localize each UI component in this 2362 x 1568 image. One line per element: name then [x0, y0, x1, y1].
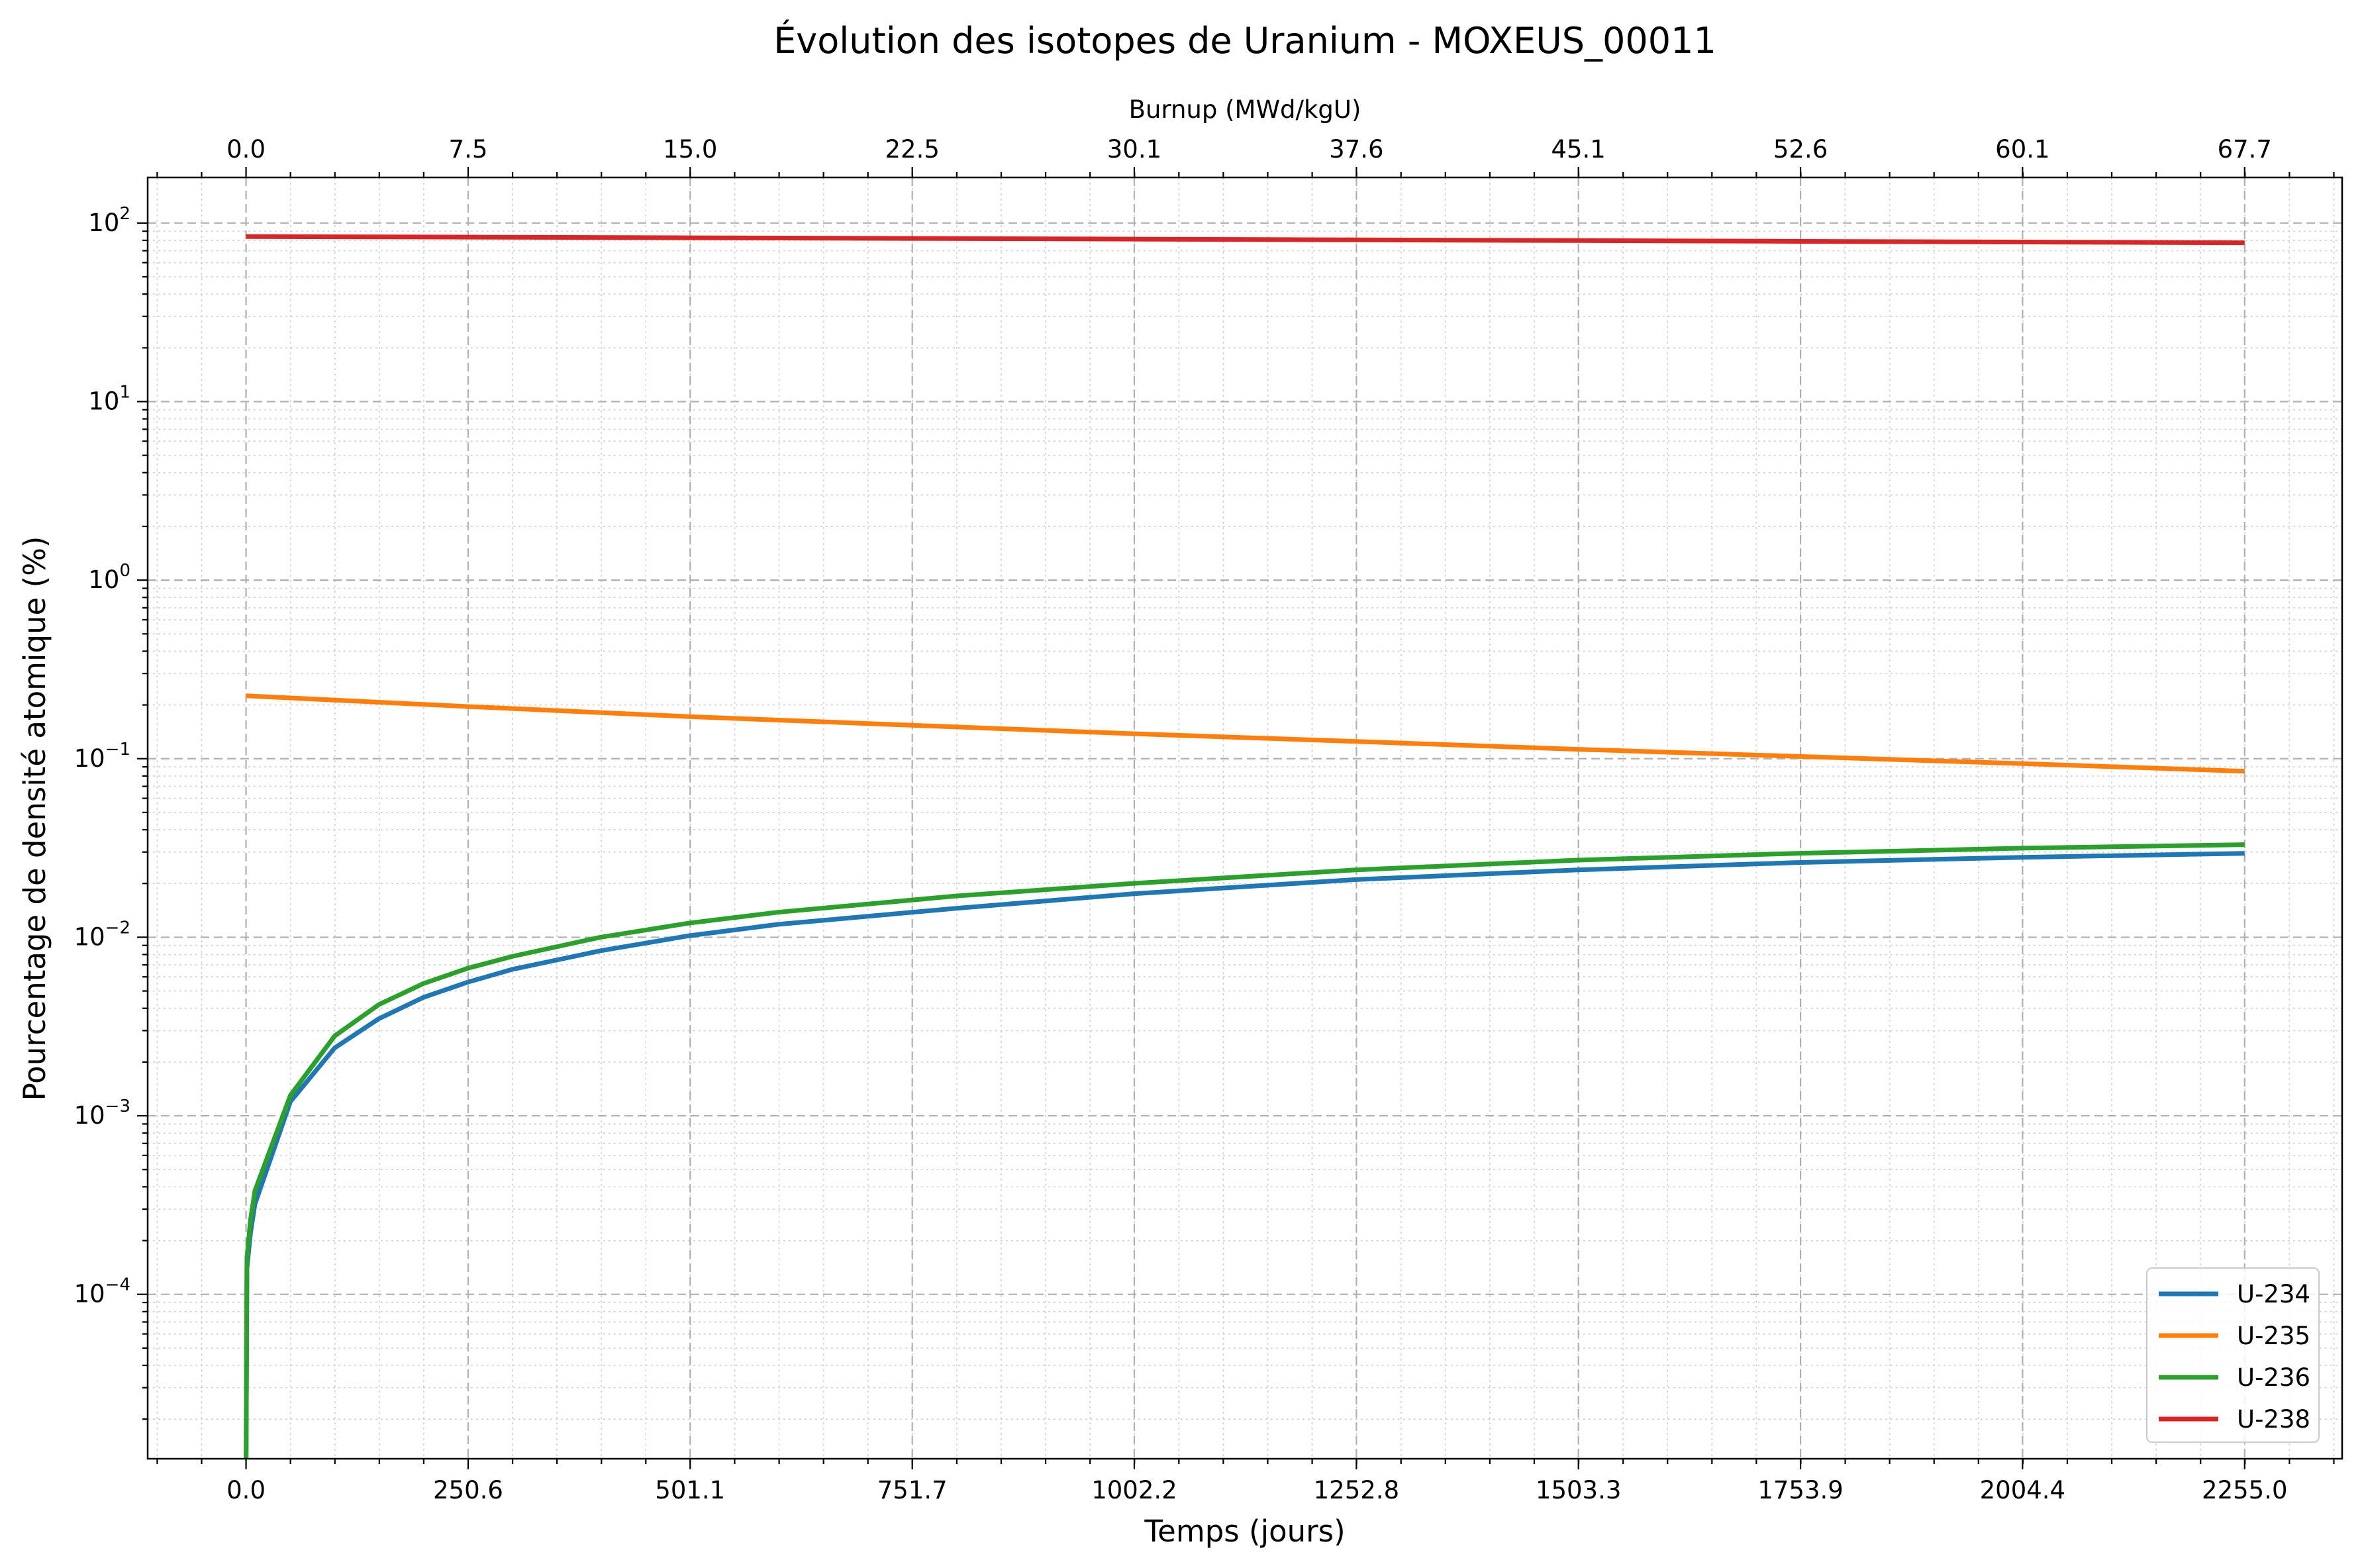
series-lines — [244, 234, 2245, 1459]
legend-label-u-234: U-234 — [2237, 1280, 2310, 1308]
top-x-tick-label: 37.6 — [1329, 135, 1383, 164]
legend: U-234 U-235 U-236 U-238 — [2145, 1267, 2320, 1444]
top-x-tick-label: 30.1 — [1107, 135, 1161, 164]
x-tick-label: 751.7 — [877, 1476, 948, 1504]
y-tick-label: 10−2 — [74, 918, 130, 951]
top-x-tick-label: 22.5 — [885, 135, 939, 164]
legend-label-u-235: U-235 — [2237, 1322, 2310, 1350]
top-x-tick-label: 15.0 — [663, 135, 717, 164]
legend-label-u-236: U-236 — [2237, 1363, 2310, 1392]
x-tick-label: 1002.2 — [1091, 1476, 1177, 1504]
top-x-tick-labels: 0.0 7.5 15.0 22.5 30.1 37.6 45.1 52.6 60.1 67.7 — [226, 135, 2272, 164]
top-x-tick-label: 67.7 — [2218, 135, 2272, 164]
legend-label-u-238: U-238 — [2237, 1405, 2310, 1434]
y-tick-label: 10−1 — [74, 740, 130, 773]
x-tick-label: 0.0 — [226, 1476, 266, 1504]
x-tick-label: 2004.4 — [1980, 1476, 2065, 1504]
y-tick-label: 10−3 — [74, 1097, 130, 1130]
x-tick-label: 250.6 — [433, 1476, 503, 1504]
series-line-u-236 — [244, 842, 2245, 1459]
y-tick-labels: 10−4 10−3 10−2 10−1 100 101 102 — [74, 204, 130, 1308]
y-tick-label: 101 — [88, 382, 130, 415]
top-x-tick-label: 45.1 — [1551, 135, 1605, 164]
series-line-u-238 — [246, 234, 2245, 246]
y-axis-label: Pourcentage de densité atomique (%) — [17, 536, 52, 1101]
ticks — [137, 167, 2335, 1469]
top-axis-label: Burnup (MWd/kgU) — [1129, 95, 1361, 124]
series-line-u-235 — [246, 693, 2245, 774]
x-tick-label: 1503.3 — [1536, 1476, 1621, 1504]
top-x-tick-label: 52.6 — [1773, 135, 1828, 164]
x-tick-labels: 0.0 250.6 501.1 751.7 1002.2 1252.8 1503.3 1753… — [226, 1476, 2287, 1504]
series-line-u-234 — [244, 851, 2245, 1459]
top-x-tick-label: 0.0 — [226, 135, 266, 164]
top-x-tick-label: 60.1 — [1995, 135, 2049, 164]
x-axis-label: Temps (jours) — [1144, 1514, 1345, 1549]
y-tick-label: 100 — [88, 561, 130, 594]
y-tick-label: 10−4 — [74, 1275, 130, 1308]
top-x-tick-label: 7.5 — [449, 135, 488, 164]
y-tick-label: 102 — [88, 204, 130, 237]
x-tick-label: 1252.8 — [1314, 1476, 1399, 1504]
chart-title: Évolution des isotopes de Uranium - MOXE… — [773, 20, 1716, 62]
x-tick-label: 1753.9 — [1757, 1476, 1843, 1504]
grid — [148, 177, 2342, 1459]
plot-frame — [146, 176, 2343, 1460]
legend-box — [2145, 1267, 2320, 1444]
x-tick-label: 501.1 — [655, 1476, 725, 1504]
x-tick-label: 2255.0 — [2202, 1476, 2287, 1504]
